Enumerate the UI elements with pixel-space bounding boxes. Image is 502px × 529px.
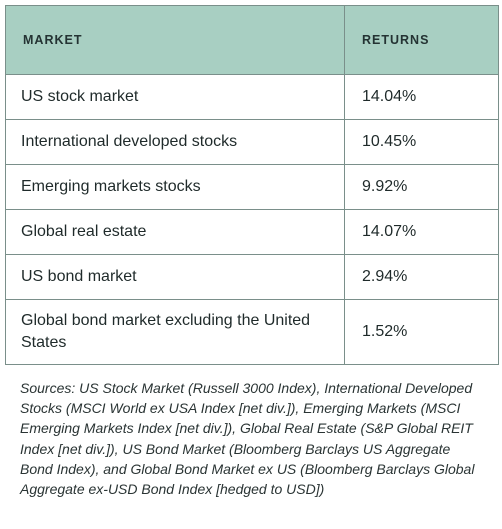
header-market: MARKET [5,5,345,75]
header-returns: RETURNS [344,5,499,75]
returns-cell: 14.07% [344,209,499,255]
market-cell: Global real estate [5,209,345,255]
market-cell: Emerging markets stocks [5,164,345,210]
market-cell: International developed stocks [5,119,345,165]
market-cell: Global bond market excluding the United … [5,299,345,365]
table-body: US stock market 14.04% International dev… [5,74,499,365]
table-row: US stock market 14.04% [5,74,499,120]
table-row: Emerging markets stocks 9.92% [5,164,499,210]
sources-footnote: Sources: US Stock Market (Russell 3000 I… [20,380,475,498]
returns-cell: 10.45% [344,119,499,165]
returns-table-container: MARKET RETURNS US stock market 14.04% In… [5,5,499,365]
returns-cell: 1.52% [344,299,499,365]
header-row: MARKET RETURNS [5,5,499,75]
returns-cell: 14.04% [344,74,499,120]
market-cell: US stock market [5,74,345,120]
table-header: MARKET RETURNS [5,5,499,75]
market-returns-table: MARKET RETURNS US stock market 14.04% In… [5,5,499,365]
returns-cell: 9.92% [344,164,499,210]
table-row: Global bond market excluding the United … [5,299,499,365]
returns-cell: 2.94% [344,254,499,300]
market-cell: US bond market [5,254,345,300]
table-row: US bond market 2.94% [5,254,499,300]
table-row: Global real estate 14.07% [5,209,499,255]
table-row: International developed stocks 10.45% [5,119,499,165]
